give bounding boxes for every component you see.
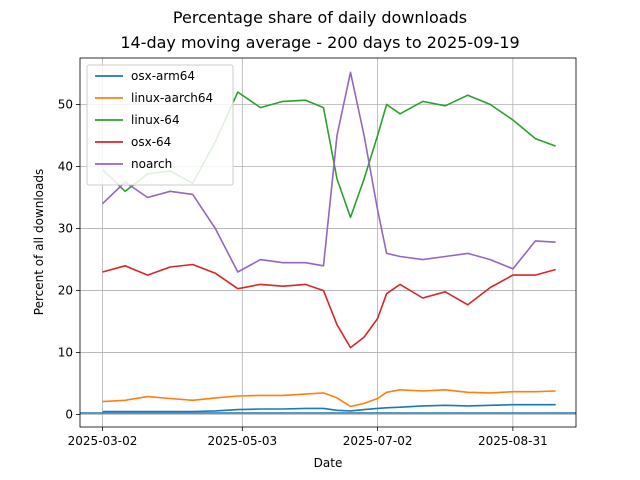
chart-title: Percentage share of daily downloads — [172, 8, 468, 27]
y-tick-label: 30 — [58, 222, 73, 236]
y-tick-label: 20 — [58, 284, 73, 298]
x-axis-label: Date — [314, 456, 343, 470]
y-axis-label: Percent of all downloads — [32, 169, 46, 315]
legend-label-osx-64: osx-64 — [131, 135, 171, 149]
series-line-osx-64 — [102, 263, 556, 349]
x-tick-label: 2025-07-02 — [343, 434, 413, 448]
x-tick-label: 2025-03-02 — [68, 434, 138, 448]
chart-subtitle: 14-day moving average - 200 days to 2025… — [120, 33, 520, 52]
legend: osx-arm64 linux-aarch64 linux-64 osx-64 noar… — [86, 64, 234, 186]
x-tick-label: 2025-05-03 — [207, 434, 277, 448]
legend-label-linux-64: linux-64 — [131, 113, 180, 127]
series-line-linux-aarch64 — [102, 388, 556, 408]
y-tick-label: 40 — [58, 160, 73, 174]
series-line-noarch — [101, 71, 556, 273]
legend-label-noarch: noarch — [131, 157, 172, 171]
axis-ticks: 2025-03-02 2025-05-03 2025-07-02 2025-08-31… — [58, 98, 548, 448]
x-tick-label: 2025-08-31 — [478, 434, 548, 448]
legend-label-osx-arm64: osx-arm64 — [131, 69, 195, 83]
plot-frame — [79, 57, 577, 428]
y-tick-label: 10 — [58, 346, 73, 360]
y-tick-label: 0 — [65, 408, 73, 422]
legend-box — [86, 64, 234, 186]
legend-label-linux-aarch64: linux-aarch64 — [131, 91, 213, 105]
y-tick-label: 50 — [58, 98, 73, 112]
series-line-osx-arm64 — [102, 403, 556, 413]
